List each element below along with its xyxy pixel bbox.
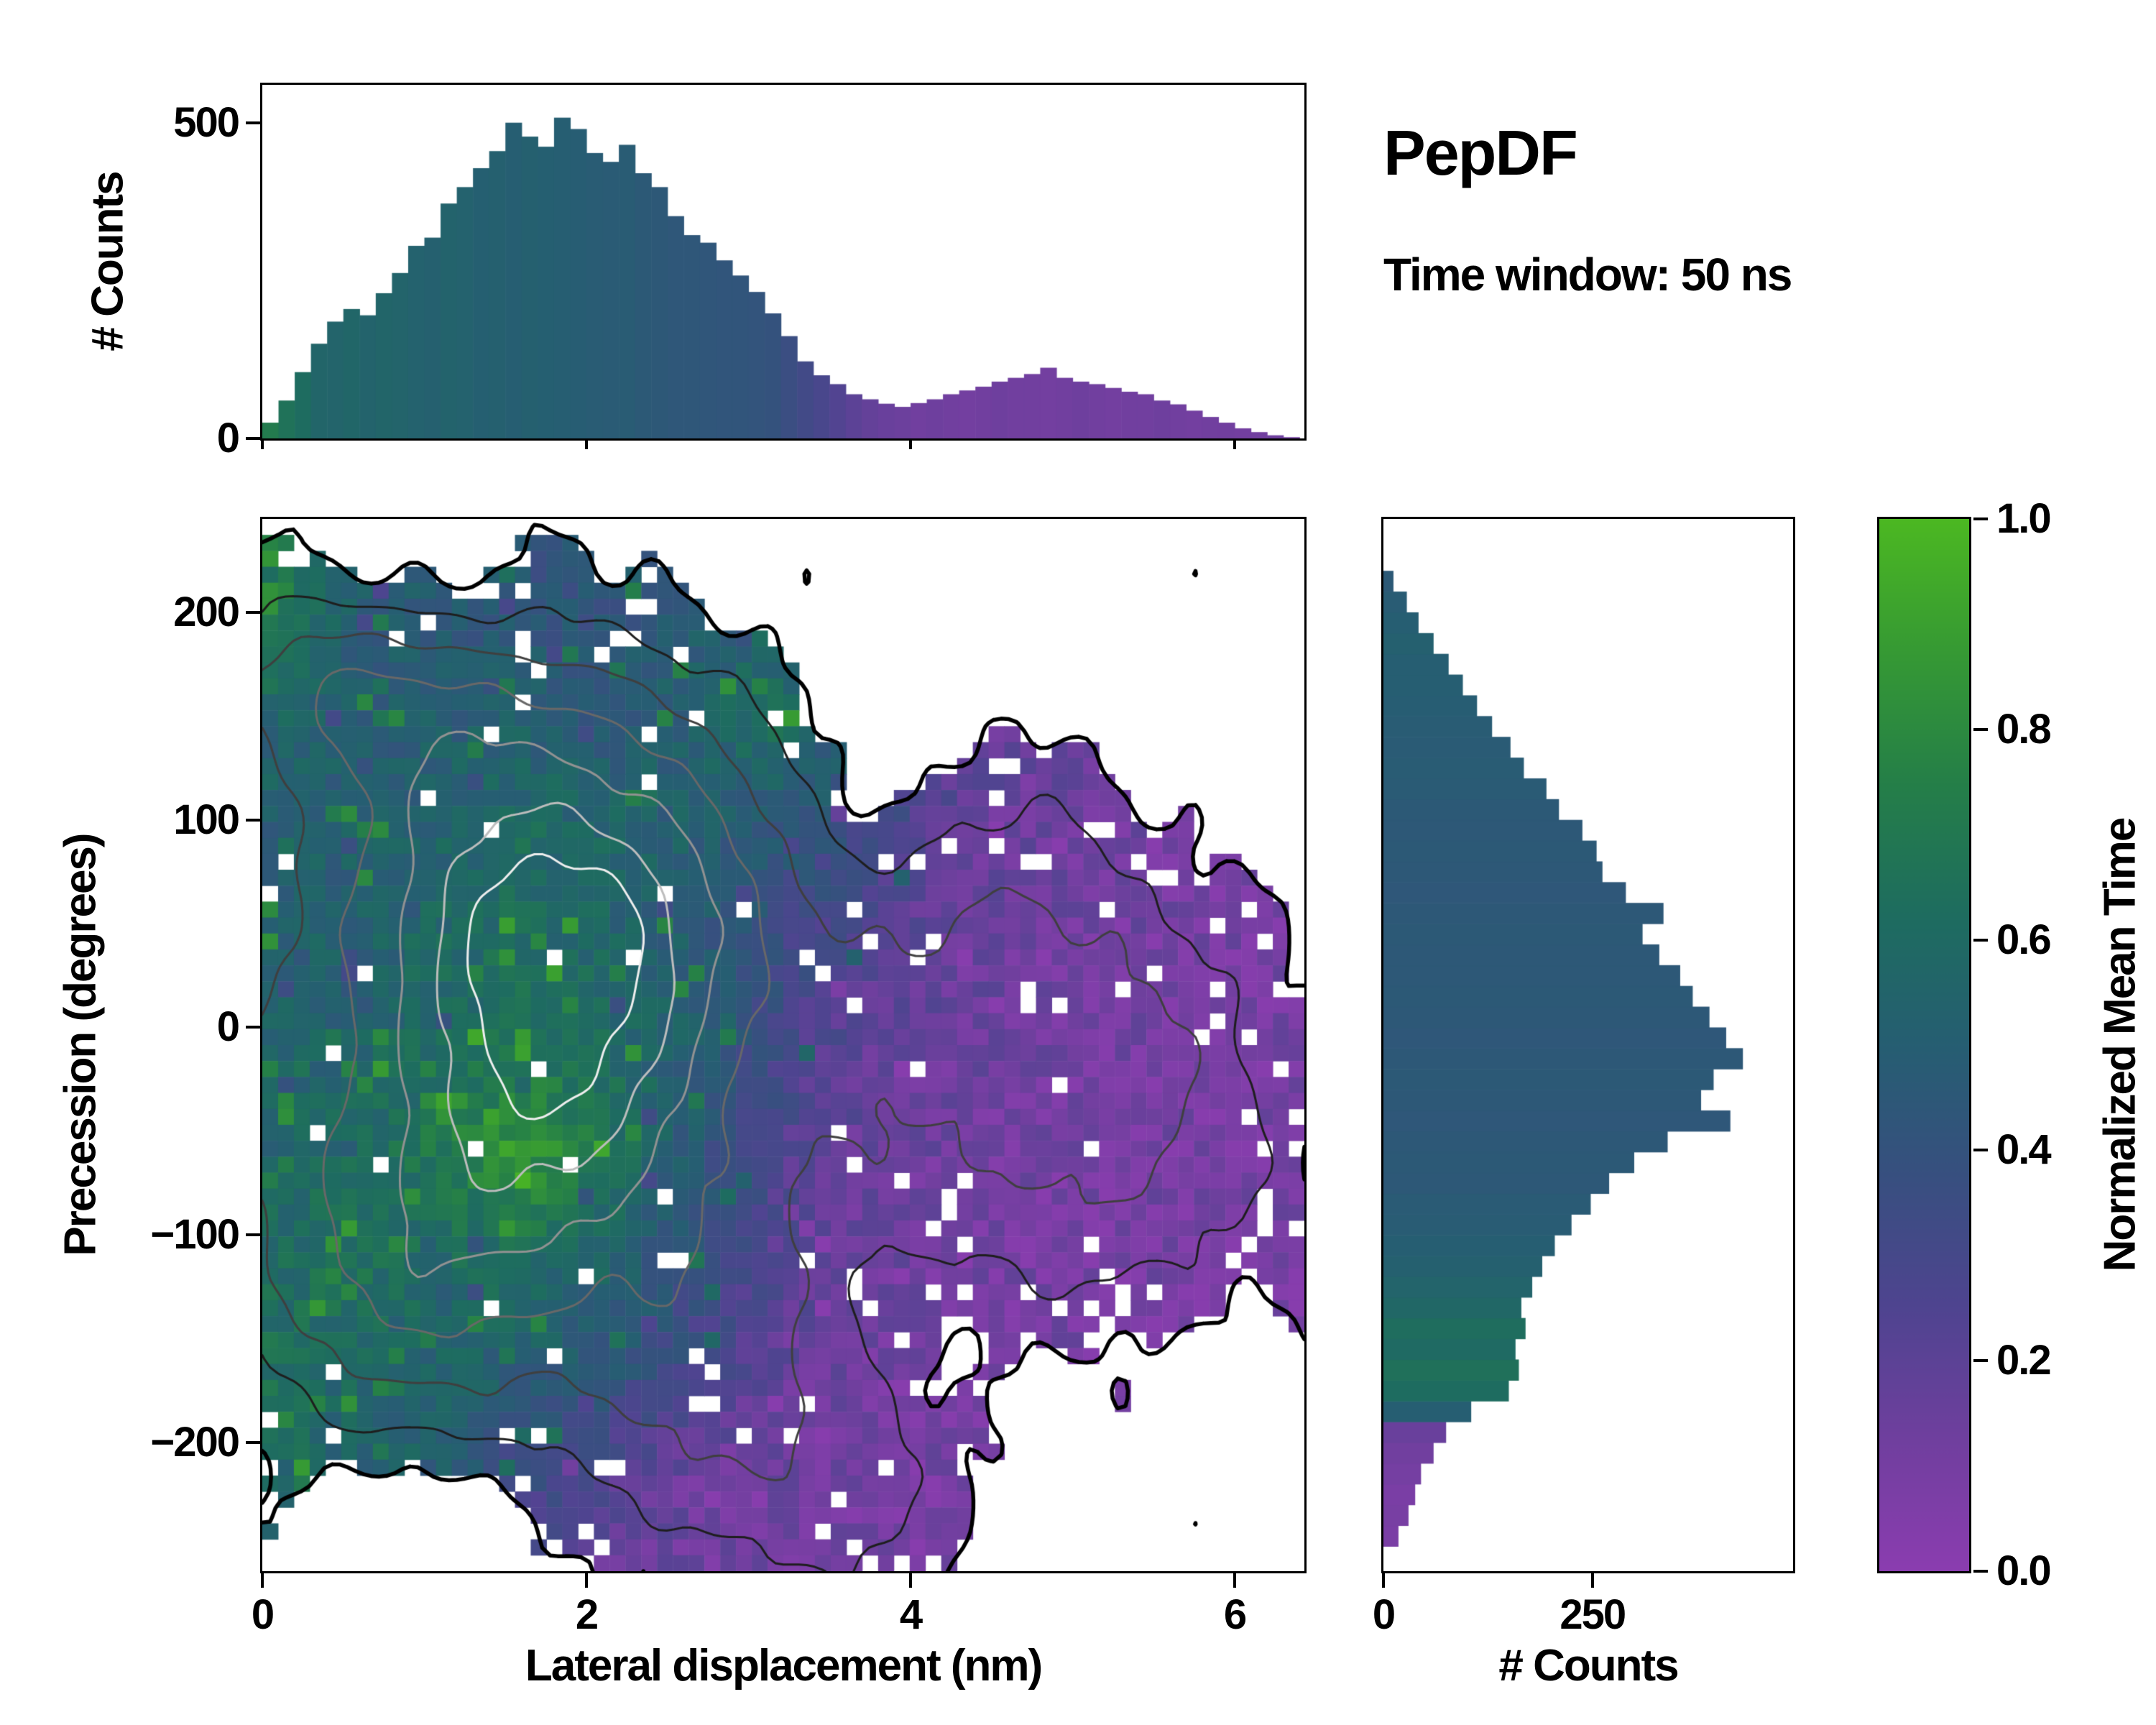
page-subtitle: Time window: 50 ns (1383, 249, 1792, 300)
tick-mark (1973, 938, 1988, 942)
joint-heatmap-panel (260, 517, 1307, 1573)
colorbar-canvas (1879, 519, 1969, 1571)
joint-heatmap-canvas (262, 519, 1304, 1571)
main-xlabel: Lateral displacement (nm) (525, 1641, 1043, 1690)
main-y-tick-label: −100 (150, 1211, 240, 1259)
tick-mark (261, 1573, 264, 1588)
tick-mark (585, 1573, 588, 1588)
tick-mark (246, 437, 260, 440)
colorbar-tick-label: 0.4 (1996, 1126, 2052, 1174)
tick-mark (1973, 1359, 1988, 1363)
tick-mark (585, 441, 588, 449)
right-histogram-panel (1381, 517, 1795, 1573)
right-x-tick-label: 0 (1372, 1591, 1396, 1638)
tick-mark (261, 441, 264, 449)
main-y-tick-label: 200 (173, 588, 240, 635)
main-x-tick-label: 2 (575, 1591, 599, 1638)
top-ylabel: # Counts (83, 172, 133, 351)
page-title: PepDF (1383, 117, 1578, 188)
main-x-tick-label: 6 (1223, 1591, 1247, 1638)
colorbar-tick-label: 0.8 (1996, 705, 2052, 753)
tick-mark (1233, 1573, 1237, 1588)
main-y-tick-label: 100 (173, 796, 240, 843)
tick-mark (1973, 727, 1988, 731)
colorbar-tick-label: 0.6 (1996, 916, 2052, 963)
tick-mark (1233, 441, 1237, 449)
tick-mark (246, 1026, 260, 1029)
colorbar-tick-label: 0.2 (1996, 1337, 2052, 1384)
top-histogram-canvas (262, 85, 1304, 438)
main-y-tick-label: 0 (216, 1003, 240, 1051)
main-x-tick-label: 0 (251, 1591, 275, 1638)
tick-mark (1382, 1573, 1385, 1588)
tick-mark (1973, 1570, 1988, 1573)
colorbar-tick-label: 0.0 (1996, 1547, 2052, 1594)
tick-mark (1973, 518, 1988, 520)
tick-mark (246, 1440, 260, 1444)
main-y-tick-label: −200 (150, 1418, 240, 1466)
top-y-tick-label: 0 (216, 415, 240, 461)
main-x-tick-label: 4 (899, 1591, 923, 1638)
tick-mark (909, 1573, 913, 1588)
tick-mark (1973, 1149, 1988, 1152)
tick-mark (246, 818, 260, 822)
tick-mark (1590, 1573, 1594, 1588)
tick-mark (246, 1233, 260, 1237)
tick-mark (246, 121, 260, 124)
right-x-tick-label: 250 (1560, 1591, 1626, 1638)
colorbar-label: Normalized Mean Time (2095, 818, 2145, 1272)
top-histogram-panel (260, 83, 1307, 441)
colorbar-panel (1877, 517, 1971, 1573)
tick-mark (246, 610, 260, 614)
right-xlabel: # Counts (1498, 1641, 1679, 1690)
right-histogram-canvas (1383, 519, 1793, 1571)
top-y-tick-label: 500 (173, 98, 240, 146)
tick-mark (909, 441, 913, 449)
colorbar-tick-label: 1.0 (1996, 495, 2052, 542)
